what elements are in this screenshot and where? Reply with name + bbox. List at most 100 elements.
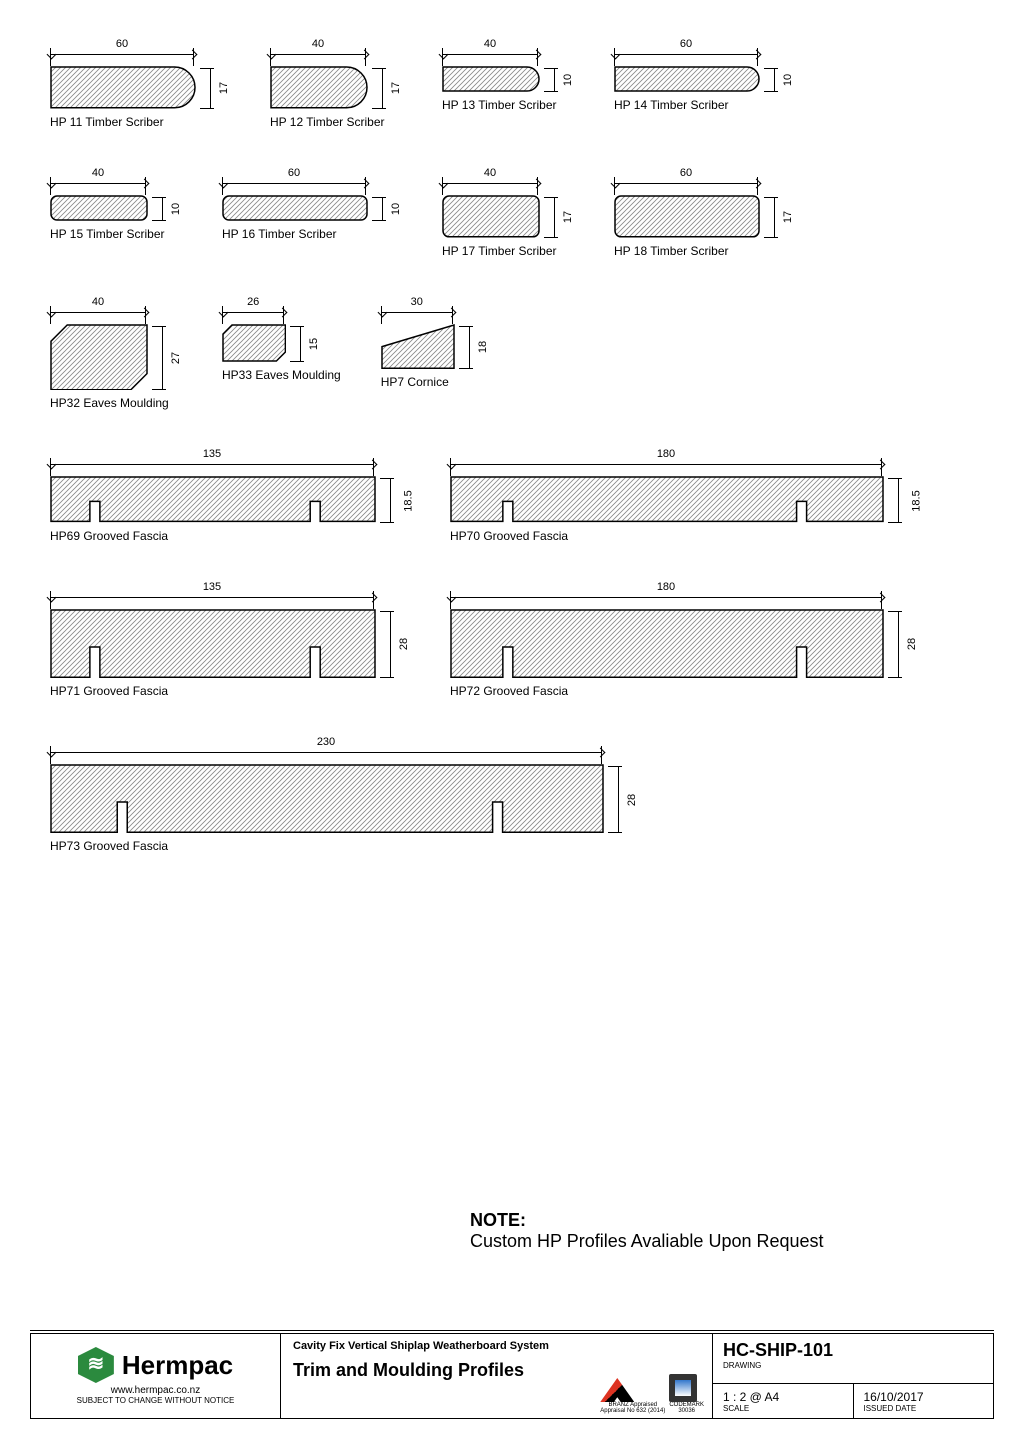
- shape-wrap: 28: [50, 609, 410, 678]
- branz-sub: Appraisal No 632 (2014): [600, 1408, 665, 1414]
- dim-height: 10: [544, 68, 574, 92]
- shape-wrap: 10: [442, 66, 574, 92]
- profile-hp16: 60 10 HP 16 Timber Scriber: [222, 169, 402, 258]
- profile-label: HP7 Cornice: [381, 375, 489, 389]
- drawing-number: HC-SHIP-101: [723, 1340, 983, 1361]
- dim-height-value: 17: [390, 82, 402, 94]
- shape-wrap: 18.5: [450, 476, 918, 522]
- branz-icon: [600, 1378, 634, 1402]
- profile-shape: [50, 195, 148, 221]
- profile-hp69: 135 18.5 HP69 Grooved Fascia: [50, 450, 410, 542]
- dim-width: 60: [614, 169, 758, 195]
- profile-hp11: 60 17 HP 11 Timber Scriber: [50, 40, 230, 129]
- profile-shape: [450, 609, 884, 678]
- dim-height-value: 27: [170, 352, 182, 364]
- shape-wrap: 17: [442, 195, 574, 238]
- system-name: Cavity Fix Vertical Shiplap Weatherboard…: [293, 1340, 700, 1352]
- dim-height: 15: [290, 326, 320, 362]
- dim-width: 26: [222, 298, 284, 324]
- profile-label: HP69 Grooved Fascia: [50, 529, 410, 543]
- profile-hp15: 40 10 HP 15 Timber Scriber: [50, 169, 182, 258]
- profile-shape: [50, 324, 148, 391]
- shape-wrap: 28: [450, 609, 918, 678]
- shape-wrap: 10: [614, 66, 794, 92]
- scale-cell: 1 : 2 @ A4 SCALE: [713, 1384, 854, 1418]
- brand-name: Hermpac: [122, 1350, 233, 1381]
- scale-label: SCALE: [723, 1404, 843, 1413]
- shape-wrap: 17: [50, 66, 230, 109]
- titleblock: Hermpac www.hermpac.co.nz SUBJECT TO CHA…: [30, 1333, 994, 1419]
- dim-width-value: 135: [50, 581, 374, 593]
- profile-hp72: 180 28 HP72 Grooved Fascia: [450, 583, 918, 698]
- profile-label: HP71 Grooved Fascia: [50, 684, 410, 698]
- note-body: Custom HP Profiles Avaliable Upon Reques…: [470, 1231, 824, 1252]
- profile-shape: [614, 195, 760, 238]
- dim-height-value: 28: [398, 638, 410, 650]
- dim-width: 30: [381, 298, 453, 324]
- profile-row: 60 17 HP 11 Timber Scriber 40: [50, 40, 974, 129]
- dim-width: 60: [614, 40, 758, 66]
- dim-height-value: 15: [309, 337, 321, 349]
- dim-height: 17: [372, 68, 402, 109]
- dim-height: 10: [152, 197, 182, 221]
- profile-hp17: 40 17 HP 17 Timber Scriber: [442, 169, 574, 258]
- profile-label: HP 16 Timber Scriber: [222, 227, 402, 241]
- dim-width-value: 30: [381, 296, 453, 308]
- profile-shape: [450, 476, 884, 522]
- dim-width: 180: [450, 583, 882, 609]
- dim-height: 28: [608, 766, 638, 833]
- profile-shape: [50, 609, 376, 678]
- dim-width-value: 135: [50, 448, 374, 460]
- date-cell: 16/10/2017 ISSUED DATE: [854, 1384, 994, 1418]
- dim-width: 180: [450, 450, 882, 476]
- profile-hp73: 230 28 HP73 Grooved Fascia: [50, 738, 638, 853]
- profile-row: 135 28 HP71 Grooved Fascia 180: [50, 583, 974, 698]
- profile-shape: [381, 324, 455, 369]
- profile-hp14: 60 10 HP 14 Timber Scriber: [614, 40, 794, 129]
- shape-wrap: 10: [50, 195, 182, 221]
- dim-width-value: 26: [222, 296, 284, 308]
- scale-value: 1 : 2 @ A4: [723, 1390, 843, 1404]
- dim-height-value: 10: [390, 203, 402, 215]
- profile-label: HP 11 Timber Scriber: [50, 115, 230, 129]
- dim-width-value: 60: [222, 167, 366, 179]
- dim-width: 40: [50, 169, 146, 195]
- dim-height-value: 28: [626, 793, 638, 805]
- dim-width: 40: [442, 40, 538, 66]
- profile-shape: [50, 764, 604, 833]
- dim-height-value: 18.5: [403, 490, 415, 511]
- dim-width-value: 60: [614, 167, 758, 179]
- shape-wrap: 10: [222, 195, 402, 221]
- dim-width: 60: [222, 169, 366, 195]
- dim-width: 230: [50, 738, 602, 764]
- dim-width: 40: [442, 169, 538, 195]
- cert-badges: BRANZ Appraised Appraisal No 632 (2014) …: [600, 1374, 704, 1414]
- profile-shape: [442, 195, 540, 238]
- shape-wrap: 15: [222, 324, 341, 362]
- profile-hp32: 40 27 HP32 Eaves Moulding: [50, 298, 182, 411]
- dim-height: 18.5: [380, 478, 410, 522]
- profile-shape: [442, 66, 540, 92]
- dim-height: 28: [888, 611, 918, 678]
- date-label: ISSUED DATE: [864, 1404, 984, 1413]
- dim-height: 28: [380, 611, 410, 678]
- dim-height: 27: [152, 326, 182, 391]
- drawing-number-cell: HC-SHIP-101 DRAWING: [713, 1334, 993, 1384]
- profile-row: 40 10 HP 15 Timber Scriber 60: [50, 169, 974, 258]
- profile-label: HP73 Grooved Fascia: [50, 839, 638, 853]
- drawing-label: DRAWING: [723, 1361, 983, 1370]
- profile-shape: [270, 66, 368, 109]
- date-value: 16/10/2017: [864, 1390, 984, 1404]
- profile-label: HP70 Grooved Fascia: [450, 529, 918, 543]
- profile-shape: [50, 476, 376, 522]
- brand-url: www.hermpac.co.nz: [111, 1385, 200, 1396]
- dim-height: 10: [764, 68, 794, 92]
- profile-label: HP72 Grooved Fascia: [450, 684, 918, 698]
- dim-height-value: 10: [782, 74, 794, 86]
- profile-label: HP 13 Timber Scriber: [442, 98, 574, 112]
- profile-label: HP 12 Timber Scriber: [270, 115, 402, 129]
- profile-shape: [50, 66, 196, 109]
- drawing-page: 60 17 HP 11 Timber Scriber 40: [0, 0, 1024, 1449]
- shape-wrap: 17: [270, 66, 402, 109]
- profile-shape: [222, 324, 286, 362]
